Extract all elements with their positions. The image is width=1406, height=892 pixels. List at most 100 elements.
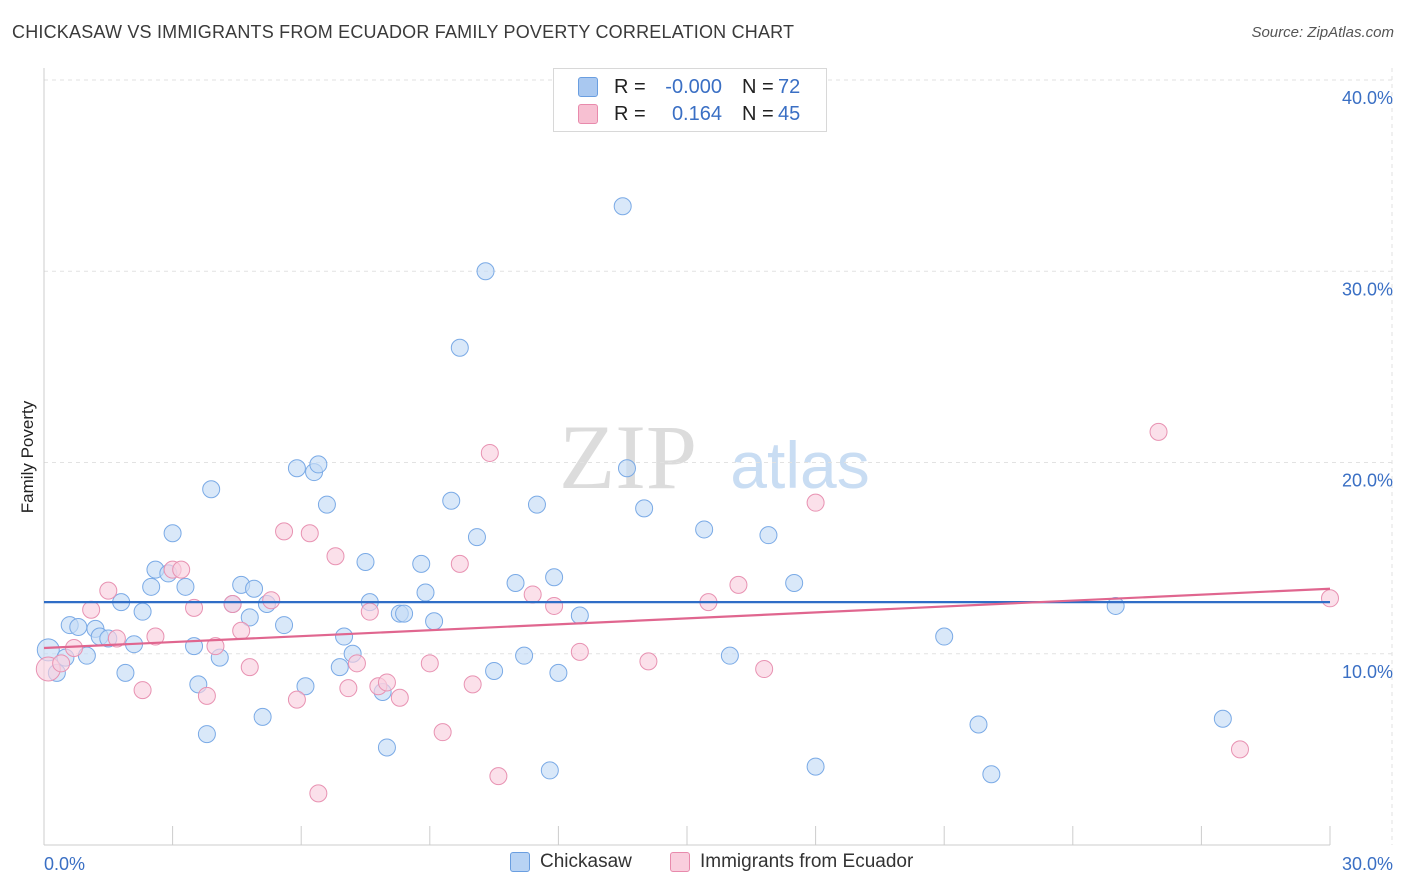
point-ecuador <box>450 554 469 573</box>
point-chickasaw <box>969 715 988 734</box>
legend-n-value: 72 <box>778 75 801 98</box>
point-chickasaw <box>806 757 825 776</box>
series-swatch-ecuador <box>670 852 690 872</box>
point-ecuador <box>639 652 658 671</box>
point-ecuador <box>146 627 165 646</box>
point-ecuador <box>377 673 396 692</box>
legend-r-value: 0.164 <box>671 102 722 125</box>
point-chickasaw <box>356 552 375 571</box>
point-ecuador <box>339 679 358 698</box>
point-chickasaw <box>317 495 336 514</box>
point-ecuador <box>309 784 328 803</box>
point-ecuador <box>300 524 319 543</box>
x-tick-label: 0.0% <box>44 854 85 874</box>
legend-n-value: 45 <box>778 102 801 125</box>
point-chickasaw <box>613 197 632 216</box>
point-chickasaw <box>330 658 349 677</box>
point-ecuador <box>390 688 409 707</box>
point-chickasaw <box>935 627 954 646</box>
point-chickasaw <box>309 455 328 474</box>
point-chickasaw <box>287 459 306 478</box>
axes <box>43 68 1331 846</box>
point-chickasaw <box>133 602 152 621</box>
point-chickasaw <box>695 520 714 539</box>
point-chickasaw <box>1213 709 1232 728</box>
point-ecuador <box>262 591 281 610</box>
point-chickasaw <box>416 583 435 602</box>
point-chickasaw <box>395 604 414 623</box>
point-ecuador <box>463 675 482 694</box>
legend-r-value: -0.000 <box>665 75 722 98</box>
point-chickasaw <box>142 577 161 596</box>
point-chickasaw <box>425 612 444 631</box>
legend-n-label: N = <box>742 75 774 98</box>
y-tick-label: 20.0% <box>1342 471 1393 491</box>
legend-r-label: R = <box>614 102 646 125</box>
point-chickasaw <box>759 526 778 545</box>
point-ecuador <box>206 637 225 656</box>
point-ecuador <box>420 654 439 673</box>
point-ecuador <box>729 575 748 594</box>
point-ecuador <box>275 522 294 541</box>
tick-labels: 10.0% 20.0% 30.0% 40.0% 0.0% 30.0% <box>44 88 1393 874</box>
point-chickasaw <box>785 573 804 592</box>
point-ecuador <box>52 654 71 673</box>
point-chickasaw <box>549 663 568 682</box>
y-tick-label: 10.0% <box>1342 662 1393 682</box>
point-ecuador <box>570 642 589 661</box>
point-chickasaw <box>570 606 589 625</box>
point-chickasaw <box>296 677 315 696</box>
legend-row-ecuador: R = 0.164 N = 45 <box>578 102 800 126</box>
point-ecuador <box>240 658 259 677</box>
series-legend: Chickasaw Immigrants from Ecuador <box>0 851 1406 877</box>
point-ecuador <box>287 690 306 709</box>
point-chickasaw <box>617 459 636 478</box>
series-legend-chickasaw[interactable]: Chickasaw <box>510 851 632 873</box>
point-ecuador <box>1230 740 1249 759</box>
point-chickasaw <box>197 725 216 744</box>
point-chickasaw <box>116 663 135 682</box>
point-ecuador <box>1321 589 1339 608</box>
x-tick-label: 30.0% <box>1342 854 1393 874</box>
legend-r-label: R = <box>614 75 646 98</box>
point-ecuador <box>545 596 564 615</box>
point-ecuador <box>107 629 126 648</box>
point-ecuador <box>133 681 152 700</box>
trend-lines <box>43 587 1331 650</box>
legend-swatch-ecuador <box>578 104 598 124</box>
correlation-legend: R = -0.000 N = 72 R = 0.164 N = 45 <box>553 68 827 132</box>
point-ecuador <box>223 595 242 614</box>
point-ecuador <box>755 660 774 679</box>
point-chickasaw <box>540 761 559 780</box>
gridlines <box>44 68 1393 845</box>
point-chickasaw <box>1106 596 1125 615</box>
point-ecuador <box>185 598 204 617</box>
point-chickasaw <box>202 480 221 499</box>
point-chickasaw <box>467 528 486 547</box>
point-chickasaw <box>412 554 431 573</box>
point-ecuador <box>347 654 366 673</box>
trend-line-ecuador <box>43 587 1331 650</box>
legend-row-chickasaw: R = -0.000 N = 72 <box>578 75 800 99</box>
series-swatch-chickasaw <box>510 852 530 872</box>
point-chickasaw <box>476 262 495 281</box>
point-chickasaw <box>506 573 525 592</box>
point-ecuador <box>480 443 499 462</box>
point-chickasaw <box>377 738 396 757</box>
y-tick-label: 30.0% <box>1342 279 1393 299</box>
point-ecuador <box>197 686 216 705</box>
point-ecuador <box>489 767 508 786</box>
point-ecuador <box>65 639 84 658</box>
point-chickasaw <box>163 524 182 543</box>
point-chickasaw <box>69 617 88 636</box>
series-label-chickasaw: Chickasaw <box>540 851 632 872</box>
point-chickasaw <box>485 661 504 680</box>
point-ecuador <box>172 560 191 579</box>
point-ecuador <box>1149 422 1168 441</box>
series-legend-ecuador[interactable]: Immigrants from Ecuador <box>670 851 913 873</box>
watermark-atlas: atlas <box>730 428 869 502</box>
point-ecuador <box>232 621 251 640</box>
point-chickasaw <box>245 579 264 598</box>
point-chickasaw <box>253 707 272 726</box>
